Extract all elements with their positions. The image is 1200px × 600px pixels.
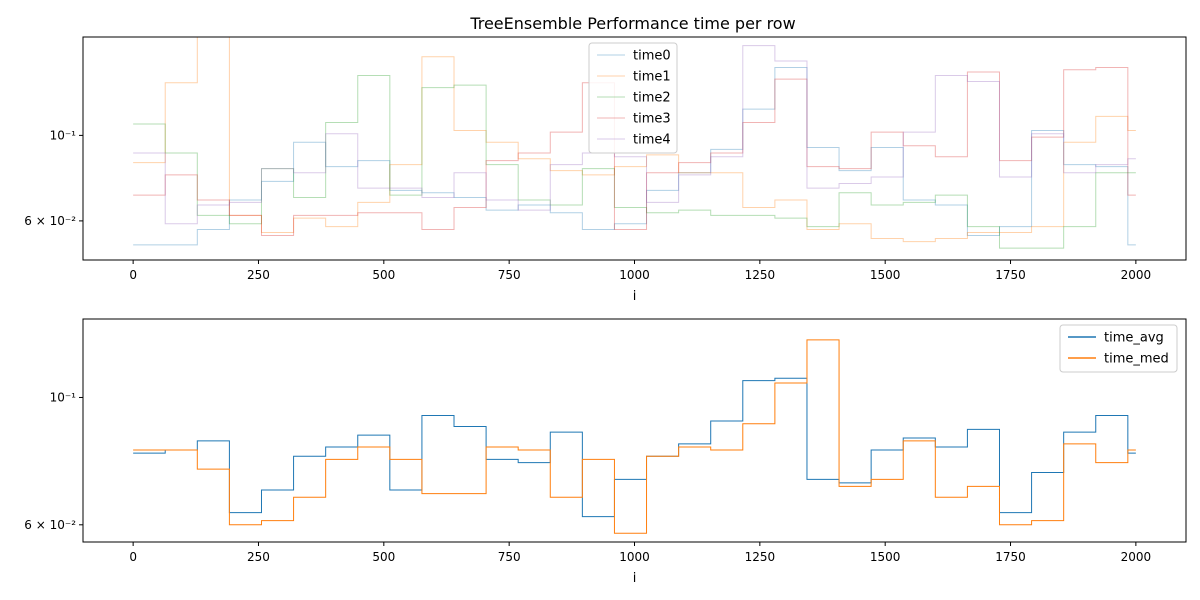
y-tick-label: 6 × 10⁻² bbox=[24, 214, 76, 228]
legend-label-time4: time4 bbox=[633, 133, 671, 148]
x-tick-label: 2000 bbox=[1121, 268, 1152, 282]
x-tick-label: 0 bbox=[129, 268, 137, 282]
legend-label-time1: time1 bbox=[633, 70, 671, 85]
series-line-time3 bbox=[133, 67, 1136, 236]
chart-title: TreeEnsemble Performance time per row bbox=[469, 14, 795, 33]
y-tick-label: 6 × 10⁻² bbox=[24, 518, 76, 532]
legend-label-time0: time0 bbox=[633, 49, 671, 64]
series-line-time1 bbox=[133, 36, 1136, 243]
x-tick-label: 1750 bbox=[995, 550, 1026, 564]
bottom-panel: 0 250 500 750 1000 1250 1500 1750 2000 6 × 10⁻² 10… bbox=[24, 318, 1187, 586]
x-tick-label: 1750 bbox=[995, 268, 1026, 282]
x-tick-label: 500 bbox=[372, 550, 395, 564]
x-tick-label: 750 bbox=[498, 550, 521, 564]
legend-label-time_avg: time_avg bbox=[1104, 331, 1164, 346]
x-tick-label: 750 bbox=[498, 268, 521, 282]
series-lines bbox=[133, 36, 1136, 249]
series-line-time4 bbox=[133, 45, 1136, 225]
legend: time0 time1 time2 time3 time4 bbox=[588, 42, 678, 154]
x-tick-label: 500 bbox=[372, 268, 395, 282]
x-tick-label: 1500 bbox=[870, 550, 901, 564]
legend-label-time3: time3 bbox=[633, 112, 671, 127]
y-tick-label: 10⁻¹ bbox=[50, 390, 77, 404]
x-axis-label: i bbox=[633, 289, 637, 304]
x-axis-label: i bbox=[633, 571, 637, 586]
series-line-time_med bbox=[133, 339, 1136, 534]
x-tick-label: 1250 bbox=[745, 550, 776, 564]
x-tick-label: 1500 bbox=[870, 268, 901, 282]
x-tick-label: 250 bbox=[247, 550, 270, 564]
legend: time_avg time_med bbox=[1059, 324, 1178, 373]
legend-label-time2: time2 bbox=[633, 91, 671, 106]
x-tick-label: 0 bbox=[129, 550, 137, 564]
series-line-time_avg bbox=[133, 377, 1136, 518]
x-tick-label: 250 bbox=[247, 268, 270, 282]
series-line-time0 bbox=[133, 67, 1136, 246]
x-tick-label: 2000 bbox=[1121, 550, 1152, 564]
top-panel: 0 250 500 750 1000 1250 1500 1750 2000 6 × 10⁻² 10… bbox=[24, 36, 1187, 304]
x-tick-label: 1250 bbox=[745, 268, 776, 282]
y-tick-label: 10⁻¹ bbox=[50, 128, 77, 142]
series-line-time2 bbox=[133, 75, 1136, 249]
legend-label-time_med: time_med bbox=[1104, 352, 1169, 367]
x-tick-label: 1000 bbox=[619, 268, 650, 282]
plot-frame bbox=[82, 318, 1187, 543]
series-lines bbox=[133, 339, 1136, 534]
legend-box bbox=[588, 42, 678, 154]
x-tick-label: 1000 bbox=[619, 550, 650, 564]
